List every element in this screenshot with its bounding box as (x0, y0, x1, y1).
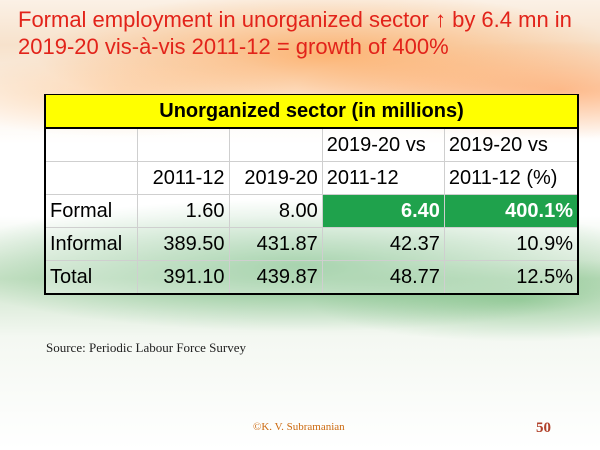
column-header (43, 127, 138, 162)
column-header-change: 2011-12 (321, 161, 445, 195)
cell-2019-20: 431.87 (228, 227, 323, 261)
column-header (43, 161, 138, 195)
cell-change-pct: 12.5% (443, 260, 579, 295)
column-header-change-pct: 2011-12 (%) (443, 161, 579, 195)
table-row-informal: Informal 389.50 431.87 42.37 10.9% (43, 227, 579, 261)
page-number: 50 (536, 420, 551, 436)
cell-2019-20: 8.00 (228, 194, 323, 228)
header-row-1: 2019-20 vs 2019-20 vs (43, 127, 579, 162)
cell-2019-20: 439.87 (228, 260, 323, 295)
data-table: Unorganized sector (in millions) 2019-20… (43, 94, 579, 295)
copyright-text: ©K. V. Subramanian (253, 421, 345, 433)
column-header (228, 127, 323, 162)
column-header: 2019-20 vs (443, 127, 579, 162)
table-row-total: Total 391.10 439.87 48.77 12.5% (43, 260, 579, 295)
column-header-2019-20: 2019-20 (228, 161, 323, 195)
row-label: Informal (43, 227, 138, 261)
cell-2011-12: 1.60 (136, 194, 230, 228)
header-row-2: 2011-12 2019-20 2011-12 2011-12 (%) (43, 161, 579, 195)
row-label: Total (43, 260, 138, 295)
cell-change: 42.37 (321, 227, 445, 261)
cell-change-pct: 10.9% (443, 227, 579, 261)
table-caption: Unorganized sector (in millions) (44, 94, 579, 129)
source-note: Source: Periodic Labour Force Survey (46, 340, 247, 355)
column-header (136, 127, 230, 162)
cell-change-pct-highlighted: 400.1% (443, 194, 579, 228)
table-caption-row: Unorganized sector (in millions) (44, 94, 579, 129)
table-row-formal: Formal 1.60 8.00 6.40 400.1% (43, 194, 579, 228)
column-header: 2019-20 vs (321, 127, 445, 162)
cell-change: 48.77 (321, 260, 445, 295)
row-label: Formal (43, 194, 138, 228)
cell-2011-12: 389.50 (136, 227, 230, 261)
cell-2011-12: 391.10 (136, 260, 230, 295)
column-header-2011-12: 2011-12 (136, 161, 230, 195)
cell-change-highlighted: 6.40 (321, 194, 445, 228)
slide-title: Formal employment in unorganized sector … (18, 7, 572, 59)
